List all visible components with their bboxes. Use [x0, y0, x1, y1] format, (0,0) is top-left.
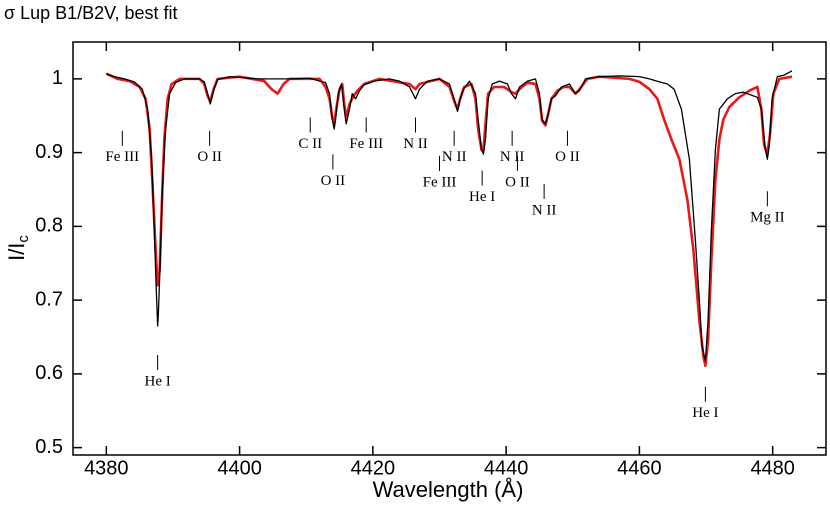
x-tick-label: 4420: [351, 457, 396, 479]
y-tick-label: 0.7: [35, 288, 63, 310]
x-tick-label: 4480: [750, 457, 795, 479]
annotation-label: N II: [500, 149, 525, 165]
y-tick-label: 0.9: [35, 141, 63, 163]
spectrum-line: [105, 72, 793, 368]
annotation-label: N II: [442, 149, 467, 165]
x-tick-label: 4380: [84, 457, 129, 479]
x-tick-label: 4440: [484, 457, 529, 479]
annotation-label: N II: [403, 136, 428, 152]
annotation-label: Fe III: [423, 174, 457, 190]
chart-title: σ Lup B1/B2V, best fit: [4, 3, 178, 23]
y-axis-label-main: I/I: [4, 243, 29, 261]
y-axis-label: I/Ic: [4, 235, 32, 261]
y-axis-label-sub: c: [15, 235, 32, 243]
annotation-label: Fe III: [105, 149, 139, 165]
annotation-label: He I: [692, 405, 718, 421]
y-tick-label: 0.6: [35, 362, 63, 384]
plot-frame: [72, 41, 827, 456]
annotation-label: O II: [197, 149, 222, 165]
annotation-label: He I: [145, 373, 171, 389]
x-tick-label: 4400: [217, 457, 262, 479]
y-tick-label: 1: [52, 67, 63, 89]
annotation-label: Mg II: [750, 210, 785, 226]
annotation-label: N II: [532, 202, 557, 218]
y-tick-label: 0.5: [35, 436, 63, 458]
annotation-label: O II: [505, 174, 530, 190]
spectrum-line: [106, 70, 793, 362]
x-tick-label: 4460: [617, 457, 662, 479]
annotation-label: C II: [298, 136, 322, 152]
y-tick-label: 0.8: [35, 215, 63, 237]
annotation-label: O II: [321, 173, 346, 189]
annotation-label: O II: [555, 149, 580, 165]
annotation-label: He I: [469, 189, 495, 205]
x-axis-label: Wavelength (Å): [373, 477, 524, 502]
annotation-label: Fe III: [349, 136, 383, 152]
